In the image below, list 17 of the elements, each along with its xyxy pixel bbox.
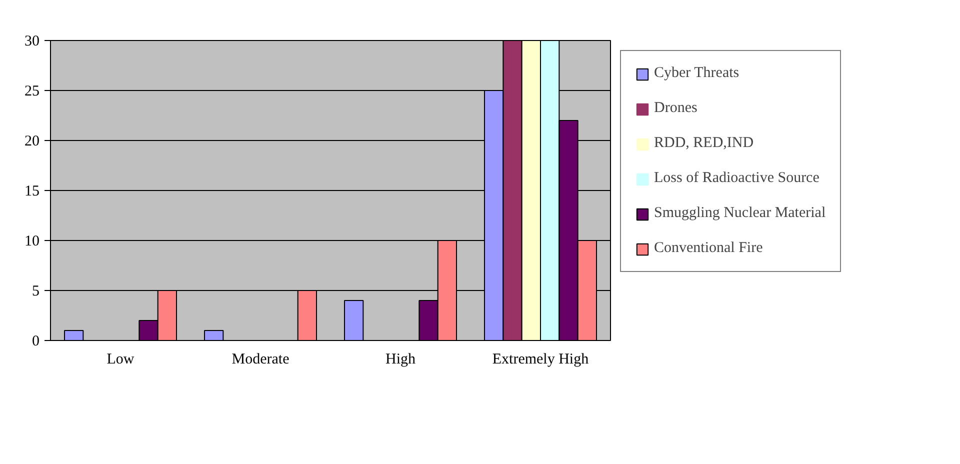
y-tick-label: 5 xyxy=(32,284,40,300)
y-tick-label: 25 xyxy=(24,84,40,100)
y-tick-label: 15 xyxy=(24,184,40,200)
legend-label: Smuggling Nuclear Material xyxy=(654,205,826,222)
y-tick-label: 30 xyxy=(24,34,40,50)
x-tick-label: Moderate xyxy=(232,352,290,368)
x-tick-label: High xyxy=(386,352,416,368)
y-tick-label: 20 xyxy=(24,134,40,150)
legend-label: Drones xyxy=(654,100,698,117)
y-tick-label: 0 xyxy=(32,334,40,350)
legend-label: Conventional Fire xyxy=(654,240,763,257)
x-tick-label: Low xyxy=(106,352,134,368)
y-tick-label: 10 xyxy=(24,234,40,250)
legend-label: Cyber Threats xyxy=(654,65,740,82)
legend-label: Loss of Radioactive Source xyxy=(654,170,820,187)
legend-label: RDD, RED,IND xyxy=(654,135,754,152)
x-tick-label: Extremely High xyxy=(492,352,590,368)
